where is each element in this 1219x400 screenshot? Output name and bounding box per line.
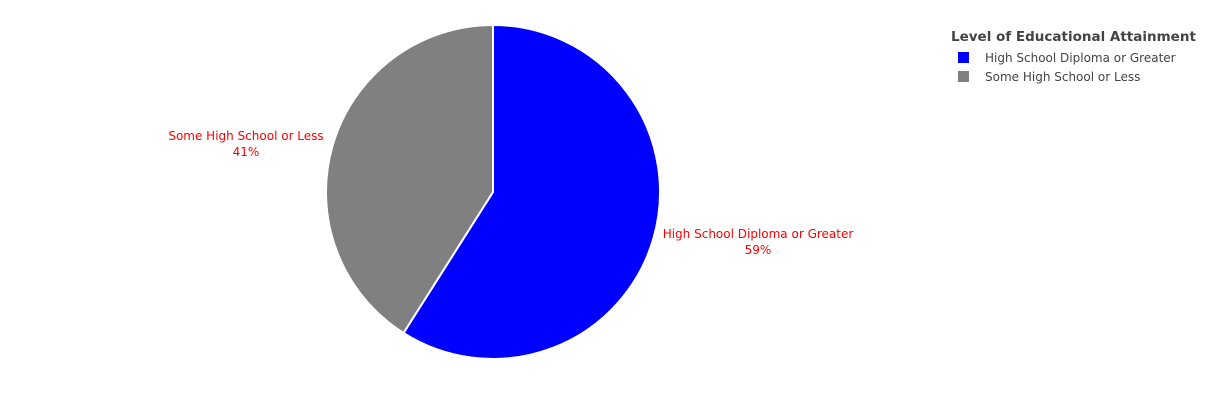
legend-item-some-high-school-or-less[interactable]: Some High School or Less [951, 67, 1211, 86]
legend: Level of Educational Attainment High Sch… [951, 29, 1211, 86]
slice-label-name: Some High School or Less [168, 129, 323, 143]
legend-item-high-school-diploma-or-greater[interactable]: High School Diploma or Greater [951, 48, 1211, 67]
legend-label: Some High School or Less [985, 69, 1141, 84]
legend-title: Level of Educational Attainment [951, 29, 1196, 45]
pie-slice-high-school-diploma-or-greater[interactable] [402, 23, 661, 360]
slice-label-percent: 41% [233, 145, 260, 159]
legend-label: High School Diploma or Greater [985, 50, 1176, 65]
slice-label-percent: 59% [745, 243, 772, 257]
pie-slice-some-high-school-or-less[interactable] [325, 23, 494, 335]
slice-label-name: High School Diploma or Greater [663, 227, 854, 241]
legend-swatch-blue [958, 52, 969, 63]
legend-swatch-gray [958, 71, 969, 82]
